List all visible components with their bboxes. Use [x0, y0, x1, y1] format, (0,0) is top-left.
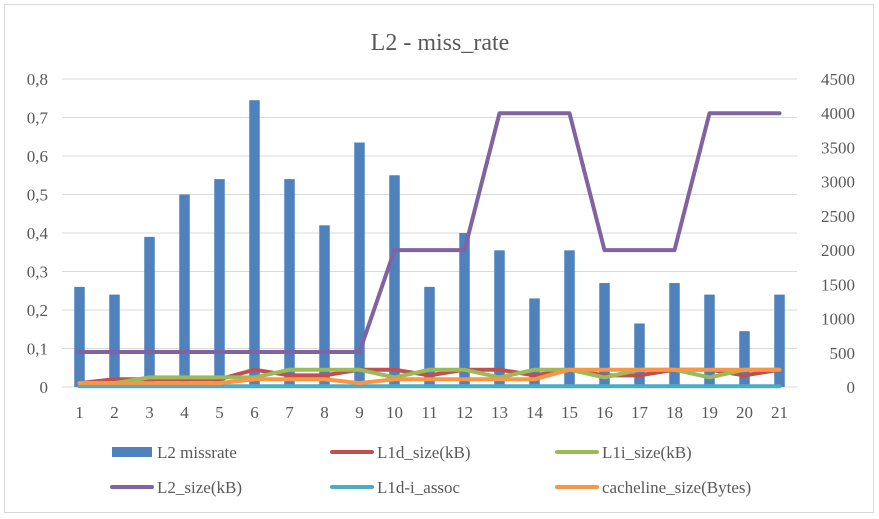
x-tick-label: 19 — [701, 403, 718, 422]
bar — [669, 283, 680, 387]
y-left-tick-label: 0,2 — [27, 301, 48, 320]
legend-label: L1d_size(kB) — [377, 443, 470, 462]
legend-swatch — [112, 447, 152, 457]
x-tick-label: 17 — [631, 403, 649, 422]
y-right-tick-label: 4000 — [821, 104, 855, 123]
bar — [599, 283, 610, 387]
y-left-tick-label: 0,3 — [27, 263, 48, 282]
y-left-tick-label: 0 — [40, 378, 49, 397]
bar — [564, 250, 575, 387]
bar — [704, 294, 715, 387]
y-right-tick-label: 500 — [830, 344, 856, 363]
series-line — [77, 111, 782, 354]
legend-label: L1i_size(kB) — [602, 443, 692, 462]
legend-label: L2_size(kB) — [157, 478, 242, 497]
bar — [494, 250, 505, 387]
y-left-tick-label: 0,5 — [27, 186, 48, 205]
bar — [424, 286, 435, 387]
bar — [214, 179, 225, 387]
x-tick-label: 7 — [285, 403, 294, 422]
y-right-tick-label: 2500 — [821, 207, 855, 226]
bar — [249, 100, 260, 388]
y-left-tick-label: 0,8 — [27, 70, 48, 89]
bar — [179, 194, 190, 387]
x-tick-label: 10 — [386, 403, 403, 422]
bar — [109, 294, 120, 387]
bar — [319, 225, 330, 387]
bar — [354, 142, 365, 387]
y-left-tick-label: 0,1 — [27, 340, 48, 359]
bar — [389, 175, 400, 387]
bar — [144, 236, 155, 387]
x-tick-label: 15 — [561, 403, 578, 422]
bar — [529, 298, 540, 387]
y-left-tick-label: 0,4 — [27, 224, 49, 243]
line-series — [77, 111, 782, 389]
y-right-tick-label: 1500 — [821, 275, 855, 294]
axis-labels: 0 0,1 0,2 0,3 0,4 0,5 0,6 0,7 0,8 0 500 1000 1500 200… — [27, 70, 855, 422]
legend-label: L2 missrate — [157, 443, 237, 462]
bar — [74, 286, 85, 387]
bar — [774, 294, 785, 387]
x-tick-label: 16 — [596, 403, 613, 422]
legend-label: cacheline_size(Bytes) — [602, 478, 751, 497]
x-tick-label: 21 — [771, 403, 788, 422]
x-tick-label: 9 — [355, 403, 364, 422]
y-right-tick-label: 0 — [847, 378, 856, 397]
y-left-tick-label: 0,6 — [27, 147, 48, 166]
y-right-tick-label: 4500 — [821, 70, 855, 89]
x-tick-label: 5 — [215, 403, 224, 422]
bar — [284, 179, 295, 387]
bar — [459, 233, 470, 387]
x-tick-label: 2 — [110, 403, 119, 422]
x-tick-label: 11 — [421, 403, 437, 422]
legend-label: L1d-i_assoc — [377, 478, 461, 497]
x-tick-label: 20 — [736, 403, 753, 422]
bar — [739, 331, 750, 387]
x-tick-label: 6 — [250, 403, 259, 422]
y-right-tick-label: 3000 — [821, 173, 855, 192]
y-right-tick-label: 1000 — [821, 310, 855, 329]
bar — [634, 323, 645, 387]
series-line — [77, 367, 782, 386]
y-right-tick-label: 3500 — [821, 138, 855, 157]
x-tick-label: 14 — [526, 403, 544, 422]
bar-series — [74, 100, 785, 388]
y-right-tick-label: 2000 — [821, 241, 855, 260]
x-tick-label: 12 — [456, 403, 473, 422]
chart-title: L2 - miss_rate — [371, 30, 510, 56]
legend: L2 missrate L1d_size(kB) L1i_size(kB) L2_si… — [110, 443, 751, 497]
x-tick-label: 18 — [666, 403, 683, 422]
x-tick-label: 4 — [180, 403, 189, 422]
x-tick-label: 1 — [75, 403, 84, 422]
y-left-tick-label: 0,7 — [27, 109, 49, 128]
x-tick-label: 13 — [491, 403, 508, 422]
x-tick-label: 3 — [145, 403, 154, 422]
x-tick-label: 8 — [320, 403, 329, 422]
